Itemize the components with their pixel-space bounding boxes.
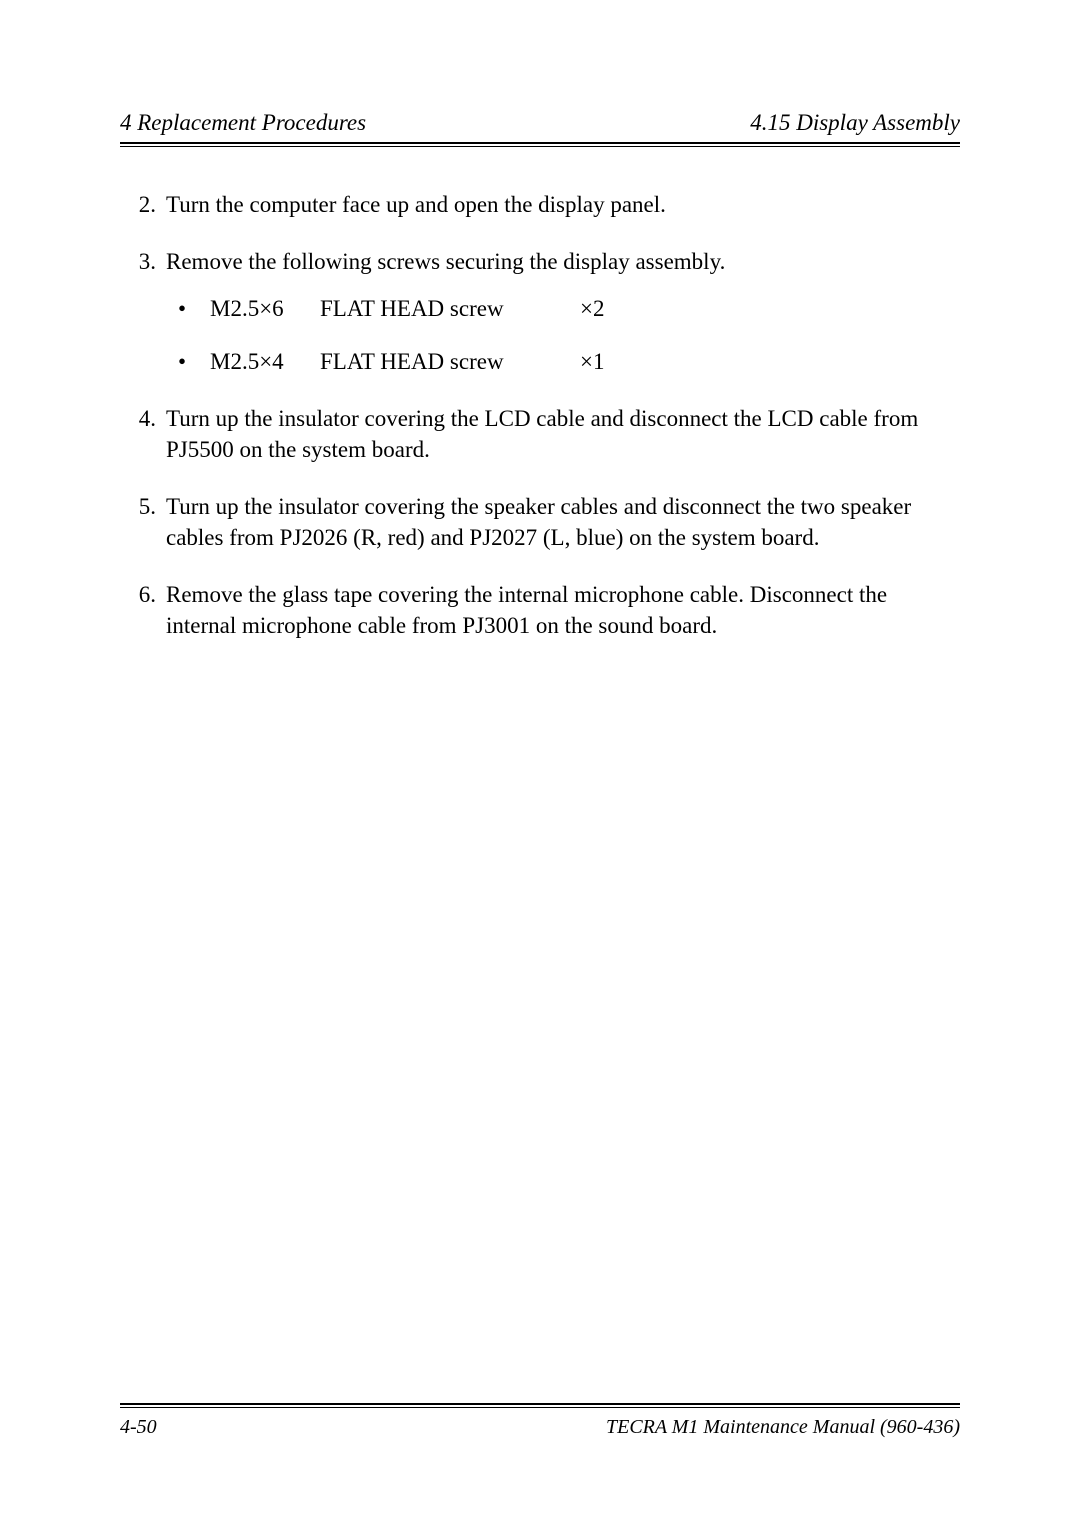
- screw-type: FLAT HEAD screw: [320, 346, 580, 377]
- footer-rule: [120, 1407, 960, 1408]
- screw-item: M2.5×6 FLAT HEAD screw ×2: [166, 293, 960, 324]
- running-footer: 4-50 TECRA M1 Maintenance Manual (960-43…: [120, 1403, 960, 1439]
- screw-size: M2.5×6: [210, 293, 320, 324]
- screw-size: M2.5×4: [210, 346, 320, 377]
- step-text: Remove the following screws securing the…: [166, 249, 725, 274]
- screw-qty: ×2: [580, 293, 640, 324]
- step-3: 3. Remove the following screws securing …: [120, 246, 960, 377]
- step-number: 6.: [120, 579, 156, 610]
- header-left: 4 Replacement Procedures: [120, 110, 366, 136]
- step-2: 2. Turn the computer face up and open th…: [120, 189, 960, 220]
- header-right: 4.15 Display Assembly: [750, 110, 960, 136]
- body-text: 2. Turn the computer face up and open th…: [120, 189, 960, 641]
- step-number: 3.: [120, 246, 156, 277]
- header-rule: [120, 146, 960, 147]
- step-number: 4.: [120, 403, 156, 434]
- footer-rule: [120, 1403, 960, 1405]
- manual-title: TECRA M1 Maintenance Manual (960-436): [606, 1416, 960, 1439]
- step-number: 2.: [120, 189, 156, 220]
- screw-qty: ×1: [580, 346, 640, 377]
- step-5: 5. Turn up the insulator covering the sp…: [120, 491, 960, 553]
- step-text: Remove the glass tape covering the inter…: [166, 582, 887, 638]
- step-4: 4. Turn up the insulator covering the LC…: [120, 403, 960, 465]
- page: 4 Replacement Procedures 4.15 Display As…: [0, 0, 1080, 1525]
- step-text: Turn up the insulator covering the speak…: [166, 494, 911, 550]
- step-number: 5.: [120, 491, 156, 522]
- procedure-list: 2. Turn the computer face up and open th…: [120, 189, 960, 641]
- step-6: 6. Remove the glass tape covering the in…: [120, 579, 960, 641]
- page-number: 4-50: [120, 1416, 157, 1439]
- screw-item: M2.5×4 FLAT HEAD screw ×1: [166, 346, 960, 377]
- step-text: Turn the computer face up and open the d…: [166, 192, 666, 217]
- step-text: Turn up the insulator covering the LCD c…: [166, 406, 918, 462]
- screw-list: M2.5×6 FLAT HEAD screw ×2 M2.5×4 FLAT HE…: [166, 293, 960, 377]
- running-header: 4 Replacement Procedures 4.15 Display As…: [120, 110, 960, 144]
- screw-type: FLAT HEAD screw: [320, 293, 580, 324]
